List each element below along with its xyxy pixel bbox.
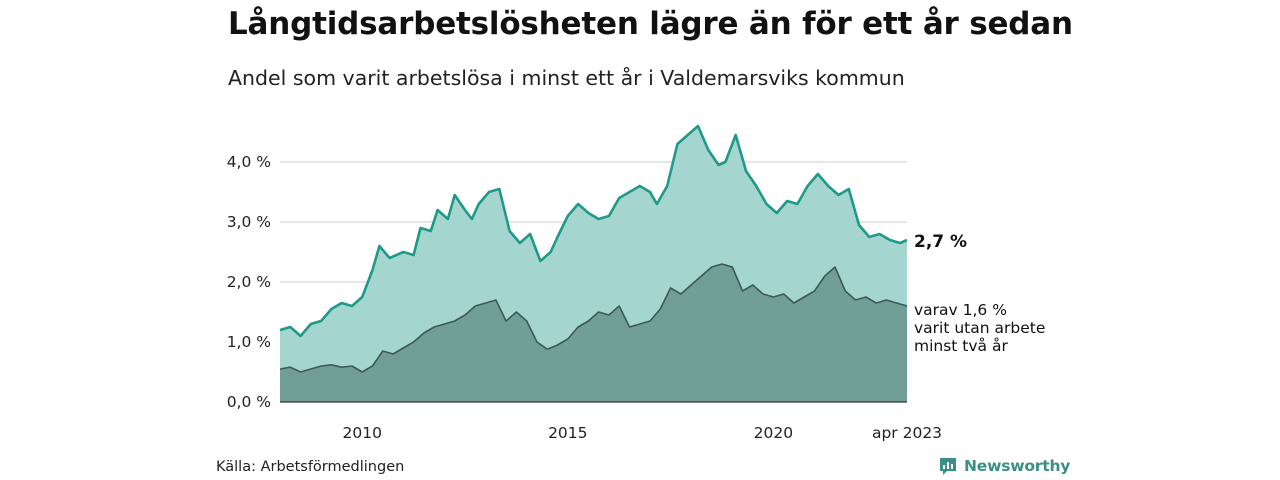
series-note-line: varav 1,6 % bbox=[914, 301, 1007, 319]
chart-title: Långtidsarbetslösheten lägre än för ett … bbox=[228, 6, 1073, 42]
series-total-line bbox=[279, 124, 908, 338]
x-tick-label: 2015 bbox=[548, 424, 587, 442]
y-tick-label: 4,0 % bbox=[227, 153, 271, 171]
brand-name: Newsworthy bbox=[964, 457, 1071, 475]
end-value-label: 2,7 % bbox=[914, 232, 967, 252]
brand-logo: Newsworthy bbox=[938, 456, 1070, 476]
y-tick-label: 3,0 % bbox=[227, 213, 271, 231]
series-two-years-area bbox=[280, 264, 907, 402]
x-tick-label: 2020 bbox=[754, 424, 793, 442]
source-note: Källa: Arbetsförmedlingen bbox=[216, 459, 405, 475]
newsworthy-logo-icon bbox=[940, 458, 956, 475]
y-tick-label: 1,0 % bbox=[227, 333, 271, 351]
y-tick-label: 0,0 % bbox=[227, 393, 271, 411]
series-note-line: minst två år bbox=[914, 337, 1008, 355]
axis-labels: 0,0 % 1,0 % 2,0 % 3,0 % 4,0 % 2010 2015 2020 apr… bbox=[227, 153, 942, 442]
x-tick-label: apr 2023 bbox=[872, 424, 942, 442]
x-tick-label: 2010 bbox=[343, 424, 382, 442]
chart-subtitle: Andel som varit arbetslösa i minst ett å… bbox=[228, 66, 905, 90]
series-two-years-line bbox=[279, 263, 908, 373]
series-areas bbox=[279, 124, 908, 402]
series-note-line: varit utan arbete bbox=[914, 319, 1045, 337]
y-tick-label: 2,0 % bbox=[227, 273, 271, 291]
